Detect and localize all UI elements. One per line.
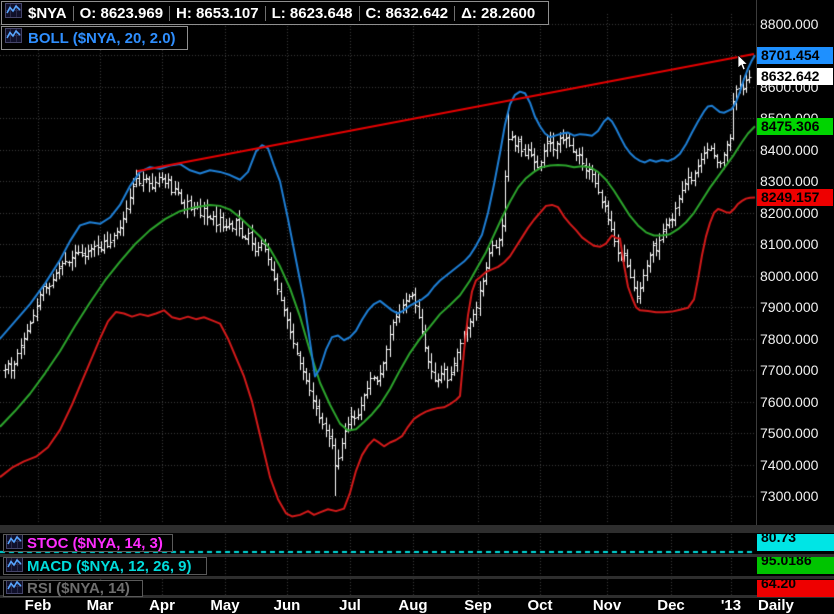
quote-header[interactable]: $NYA O: 8623.969 H: 8653.107 L: 8623.648 C:… [1,1,550,25]
month-label-Aug: Aug [398,597,428,614]
bollinger-lower-label: 8249.157 [757,188,833,206]
field-divider [169,5,171,21]
ohlc-fields: O: 8623.969 H: 8653.107 L: 8623.648 C: 8632… [72,4,542,22]
price-axis-tick: 8400.000 [760,141,819,158]
ohlc-field: C: 8632.642 [365,4,449,22]
price-axis-tick: 8200.000 [760,204,819,221]
month-label-Nov: Nov [592,597,622,614]
ohlc-field: H: 8653.107 [176,4,259,22]
price-axis-tick: 7500.000 [760,425,819,442]
indicator-legend-stoc[interactable]: STOC ($NYA, 14, 3) [3,534,173,552]
month-label-Apr: Apr [149,597,175,614]
panel-separator[interactable] [0,525,834,533]
chart-line-icon [6,535,23,551]
field-divider [454,5,456,21]
chart-line-icon [5,3,22,23]
month-label-Dec: Dec [657,597,685,614]
last-price-label: 8632.642 [757,68,833,86]
indicator-value-stoc: 80.73 [757,534,834,551]
price-axis-tick: 7700.000 [760,362,819,379]
panel-separator[interactable] [0,554,834,557]
bollinger-legend-label: BOLL ($NYA, 20, 2.0) [28,29,176,47]
price-axis-tick: 7400.000 [760,456,819,473]
bollinger-legend[interactable]: BOLL ($NYA, 20, 2.0) [1,26,188,50]
ohlc-field: Δ: 28.2600 [461,4,536,22]
field-divider [72,5,74,21]
month-label-Feb: Feb [24,597,52,614]
timeframe-label[interactable]: Daily [758,597,794,614]
indicator-value-text: 64.20 [761,580,797,591]
month-label-May: May [210,597,240,614]
mouse-cursor [737,55,749,71]
month-label-Sep: Sep [464,597,492,614]
indicator-value-text: 95.0186 [761,557,812,568]
indicator-legend-macd[interactable]: MACD ($NYA, 12, 26, 9) [3,557,207,575]
ohlc-field: L: 8623.648 [271,4,353,22]
bollinger-middle-label: 8475.306 [757,117,833,135]
panel-separator[interactable] [0,595,834,598]
month-label-Jul: Jul [339,597,361,614]
bollinger-upper-label: 8701.454 [757,46,833,64]
price-axis-tick: 8000.000 [760,267,819,284]
month-label-Mar: Mar [86,597,114,614]
indicator-value-text: 80.73 [761,534,797,545]
month-label-Jun: Jun [273,597,301,614]
field-divider [264,5,266,21]
indicator-legend-rsi[interactable]: RSI ($NYA, 14) [3,580,143,597]
price-axis-tick: 8100.000 [760,236,819,253]
indicator-legend-label: STOC ($NYA, 14, 3) [27,534,163,552]
chart-line-icon [5,28,22,48]
indicator-value-rsi: 64.20 [757,580,834,597]
indicator-value-macd: 95.0186 [757,557,834,574]
price-axis-tick: 7300.000 [760,488,819,504]
price-axis-tick: 8300.000 [760,173,819,190]
price-axis-tick: 7600.000 [760,393,819,410]
price-axis-tick: 7900.000 [760,299,819,316]
indicator-legend-label: RSI ($NYA, 14) [27,580,130,597]
month-label-13: '13 [720,597,742,614]
axis-divider-line [756,0,757,525]
price-axis-tick: 7800.000 [760,330,819,347]
field-divider [358,5,360,21]
panel-separator[interactable] [0,576,834,579]
month-label-Oct: Oct [527,597,553,614]
symbol-label: $NYA [28,4,67,22]
ohlc-field: O: 8623.969 [79,4,164,22]
indicator-legend-label: MACD ($NYA, 12, 26, 9) [27,557,192,575]
price-axis-tick: 8800.000 [760,16,819,32]
chart-line-icon [6,581,23,596]
chart-line-icon [6,558,23,574]
